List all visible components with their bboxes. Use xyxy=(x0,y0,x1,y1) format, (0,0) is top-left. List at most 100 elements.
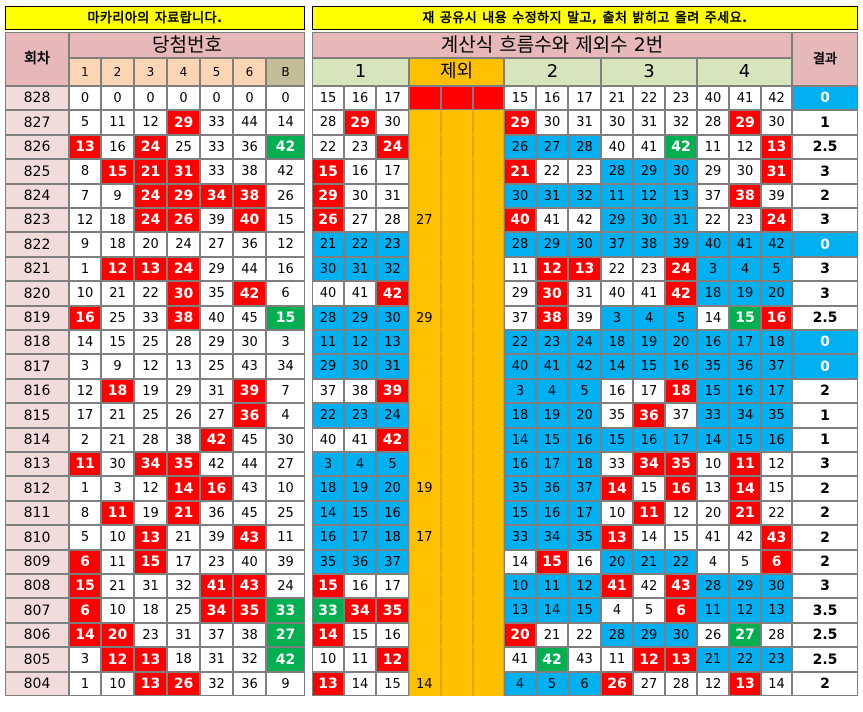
result-cell: 3 xyxy=(792,208,858,232)
group1-cell: 37 xyxy=(312,379,344,403)
group4-cell: 10 xyxy=(697,452,729,476)
group4-cell: 24 xyxy=(761,208,792,232)
group2-cell: 16 xyxy=(568,428,601,452)
result-cell: 2 xyxy=(792,184,858,208)
winning-number-cell: 21 xyxy=(101,574,134,598)
group3-cell: 6 xyxy=(665,598,697,623)
group3-cell: 3 xyxy=(601,306,633,330)
winning-number-cell: 24 xyxy=(167,232,200,257)
group2-cell: 14 xyxy=(504,428,536,452)
group1-cell: 40 xyxy=(312,281,344,306)
exclude-cell xyxy=(409,428,441,452)
winning-number-cell: 31 xyxy=(167,623,200,647)
group1-cell: 16 xyxy=(344,86,376,110)
bonus-number-cell: 9 xyxy=(266,672,305,696)
group4-cell: 28 xyxy=(697,574,729,598)
bonus-number-cell: 6 xyxy=(266,281,305,306)
exclude-cell: 17 xyxy=(409,525,441,550)
winning-number-cell: 28 xyxy=(134,428,167,452)
winning-number-cell: 19 xyxy=(134,501,167,525)
group1-cell: 15 xyxy=(312,574,344,598)
group2-cell: 4 xyxy=(504,672,536,696)
group1-cell: 32 xyxy=(376,257,409,281)
group3-cell: 35 xyxy=(601,403,633,428)
group3-cell: 15 xyxy=(633,476,665,501)
group2-cell: 41 xyxy=(536,354,568,379)
round-cell: 819 xyxy=(5,306,69,330)
group2-cell: 35 xyxy=(504,476,536,501)
group2-cell: 23 xyxy=(568,159,601,184)
winning-number-cell: 21 xyxy=(134,159,167,184)
winning-number-cell: 38 xyxy=(167,428,200,452)
group4-cell: 17 xyxy=(761,379,792,403)
winning-number-cell: 38 xyxy=(167,306,200,330)
winning-number-cell: 1 xyxy=(69,476,101,501)
group3-cell: 15 xyxy=(665,525,697,550)
group2-cell: 28 xyxy=(504,232,536,257)
winning-number-cell: 16 xyxy=(101,135,134,159)
group3-cell: 37 xyxy=(601,232,633,257)
group3-cell: 15 xyxy=(601,428,633,452)
round-cell: 817 xyxy=(5,354,69,379)
bonus-number-cell: 14 xyxy=(266,110,305,135)
round-cell: 804 xyxy=(5,672,69,696)
winning-number-cell: 30 xyxy=(101,452,134,476)
exclude-cell xyxy=(409,598,441,623)
group3-cell: 31 xyxy=(633,110,665,135)
winning-number-cell: 31 xyxy=(167,159,200,184)
winning-number-cell: 27 xyxy=(200,403,233,428)
group1-cell: 15 xyxy=(376,672,409,696)
winning-number-cell: 21 xyxy=(167,525,200,550)
group2-cell: 10 xyxy=(504,574,536,598)
group2-cell: 30 xyxy=(536,281,568,306)
winning-number-cell: 26 xyxy=(167,672,200,696)
winning-number-cell: 43 xyxy=(233,476,266,501)
result-cell: 1 xyxy=(792,403,858,428)
group3-cell: 24 xyxy=(665,257,697,281)
group3-cell: 29 xyxy=(633,159,665,184)
winning-number-cell: 30 xyxy=(167,281,200,306)
bonus-number-cell: 12 xyxy=(266,232,305,257)
group3-cell: 30 xyxy=(601,110,633,135)
group-header-2: 2 xyxy=(504,58,601,86)
group2-cell: 41 xyxy=(536,208,568,232)
group3-cell: 29 xyxy=(601,208,633,232)
group1-cell: 14 xyxy=(344,672,376,696)
group4-cell: 22 xyxy=(761,501,792,525)
bonus-number-cell: 4 xyxy=(266,403,305,428)
group3-cell: 41 xyxy=(633,135,665,159)
group-header-0: 1 xyxy=(312,58,409,86)
winning-number-cell: 25 xyxy=(167,598,200,623)
group3-cell: 5 xyxy=(665,306,697,330)
exclude-cell xyxy=(409,452,441,476)
winning-number-cell: 10 xyxy=(101,672,134,696)
group2-cell: 15 xyxy=(504,86,536,110)
bonus-number-cell: 11 xyxy=(266,525,305,550)
exclude-cell: 29 xyxy=(409,306,441,330)
winning-number-cell: 38 xyxy=(233,623,266,647)
winning-number-cell: 9 xyxy=(101,184,134,208)
round-cell: 823 xyxy=(5,208,69,232)
winning-number-cell: 10 xyxy=(101,525,134,550)
winning-number-cell: 29 xyxy=(200,257,233,281)
group1-cell: 35 xyxy=(312,550,344,574)
group4-cell: 38 xyxy=(729,184,761,208)
exclude-cell xyxy=(409,354,441,379)
group4-cell: 30 xyxy=(761,574,792,598)
exclude-cell xyxy=(441,184,473,208)
winning-number-cell: 12 xyxy=(134,110,167,135)
exclude-cell xyxy=(409,623,441,647)
group4-cell: 18 xyxy=(761,330,792,354)
winning-number-cell: 8 xyxy=(69,159,101,184)
group1-cell: 17 xyxy=(344,525,376,550)
group1-cell: 34 xyxy=(344,598,376,623)
bonus-number-cell: 27 xyxy=(266,623,305,647)
exclude-cell xyxy=(409,110,441,135)
winning-number-cell: 22 xyxy=(134,281,167,306)
round-cell: 828 xyxy=(5,86,69,110)
round-cell: 826 xyxy=(5,135,69,159)
winning-number-cell: 37 xyxy=(200,623,233,647)
group2-cell: 12 xyxy=(536,257,568,281)
group2-cell: 3 xyxy=(504,379,536,403)
group1-cell: 33 xyxy=(312,598,344,623)
